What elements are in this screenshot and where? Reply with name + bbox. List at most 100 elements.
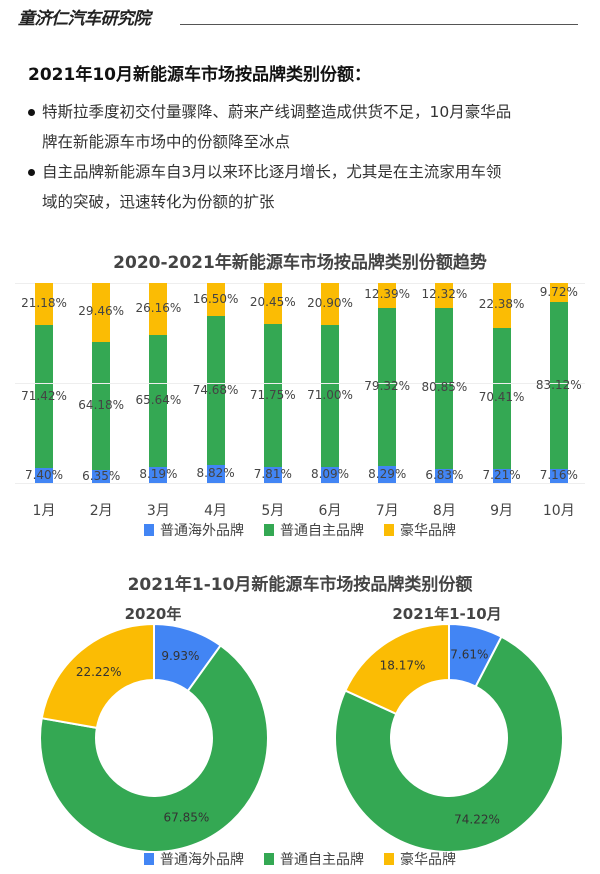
donut-chart-title: 2021年1-10月新能源车市场按品牌类别份额 <box>127 575 473 595</box>
bar-segment <box>149 283 168 336</box>
bar-segment <box>378 466 397 483</box>
data-label: 71.42% <box>21 388 67 403</box>
stacked-bar <box>35 283 53 483</box>
header-divider <box>180 24 578 25</box>
grid-line <box>15 283 585 284</box>
bar-segment <box>435 469 454 483</box>
stacked-bar <box>263 283 282 483</box>
bar-segment <box>321 324 339 467</box>
x-axis-label: 5月 <box>261 503 285 519</box>
data-label: 9.72% <box>539 284 578 299</box>
bullet-item: 自主品牌新能源车自3月以来环比逐月增长，尤其是在主流家用车领 域的突破，迅速转化… <box>28 157 588 217</box>
legend-swatch-icon <box>384 524 394 536</box>
bullet-item: 特斯拉季度初交付量骤降、蔚来产线调整造成供货不足，10月豪华品 牌在新能源车市场… <box>28 97 588 157</box>
data-label: 8.29% <box>368 466 407 481</box>
stacked-bar-chart: 7.40% 71.42% 21.18% 6.35% 64.18% 29.46% 8.19% 6… <box>0 283 600 484</box>
x-axis-label: 1月 <box>32 503 56 519</box>
data-label: 8.19% <box>139 466 178 481</box>
bar-segment <box>492 283 511 328</box>
data-label: 7.21% <box>482 467 521 482</box>
donut-chart-2020: 9.93% 67.85% 22.22% <box>39 622 269 853</box>
stacked-bar <box>549 283 568 483</box>
x-axis-label: 8月 <box>432 503 456 519</box>
data-label: 65.64% <box>135 392 182 407</box>
bar-segment <box>206 283 225 316</box>
stacked-bar <box>321 283 339 483</box>
donut-slice <box>344 622 450 716</box>
stacked-bar <box>149 283 168 483</box>
data-label: 16.50% <box>192 291 239 306</box>
bar-segment <box>149 335 168 467</box>
stacked-bar <box>92 283 111 483</box>
legend-item-luxury: 豪华品牌 <box>384 849 456 869</box>
bar-segment <box>435 307 454 470</box>
legend-swatch-icon <box>264 524 274 536</box>
data-label: 64.18% <box>78 398 125 413</box>
bar-chart-legend: 普通海外品牌 普通自主品牌 豪华品牌 <box>0 520 600 540</box>
bar-segment <box>321 466 339 483</box>
stacked-bar <box>492 283 511 483</box>
stacked-bar <box>435 283 454 483</box>
data-label: 79.32% <box>364 379 411 394</box>
legend-item-domestic: 普通自主品牌 <box>264 520 364 540</box>
grid-line <box>15 483 585 484</box>
legend-item-domestic: 普通自主品牌 <box>264 849 364 869</box>
bar-segment <box>35 283 53 326</box>
data-label: 8.82% <box>196 466 235 481</box>
data-label: 22.38% <box>478 297 525 312</box>
bar-segment <box>35 468 53 483</box>
legend-swatch-icon <box>384 853 394 865</box>
bullet-list: 特斯拉季度初交付量骤降、蔚来产线调整造成供货不足，10月豪华品 牌在新能源车市场… <box>28 97 588 217</box>
brand-logo-text: 童济仁汽车研究院 <box>18 9 151 29</box>
bar-segment <box>492 468 511 483</box>
stacked-bar <box>206 283 225 483</box>
donut-2021-title: 2021年1-10月 <box>392 605 502 623</box>
donut-label: 9.93% <box>161 649 199 663</box>
bar-segment <box>378 283 397 308</box>
bar-segment <box>92 470 111 483</box>
data-label: 7.40% <box>24 467 64 482</box>
legend-swatch-icon <box>264 853 274 865</box>
section-title: 2021年10月新能源车市场按品牌类别份额： <box>28 65 371 85</box>
donut-2020-title: 2020年 <box>124 605 182 623</box>
legend-item-luxury: 豪华品牌 <box>384 520 456 540</box>
bar-segment <box>92 341 111 471</box>
x-axis-label: 2月 <box>89 503 113 519</box>
donut-label: 7.61% <box>450 647 488 661</box>
bar-segment <box>435 283 454 308</box>
donut-label: 74.22% <box>454 812 500 826</box>
bar-segment <box>92 283 111 342</box>
data-label: 7.81% <box>253 467 292 482</box>
bar-segment <box>263 323 282 468</box>
data-label: 71.00% <box>307 387 353 402</box>
header: 童济仁汽车研究院 <box>18 4 578 29</box>
data-label: 6.83% <box>425 468 464 483</box>
data-label: 20.90% <box>307 295 353 310</box>
bar-segment <box>35 325 53 469</box>
data-label: 74.68% <box>192 382 239 397</box>
data-label: 26.16% <box>135 301 182 316</box>
legend-item-overseas: 普通海外品牌 <box>144 849 244 869</box>
donut-chart-legend: 普通海外品牌 普通自主品牌 豪华品牌 <box>0 849 600 869</box>
bar-segment <box>492 327 511 469</box>
bar-segment <box>321 283 339 325</box>
x-axis-label: 7月 <box>375 503 399 519</box>
donut-label: 67.85% <box>164 811 210 825</box>
bar-segment <box>549 283 568 303</box>
legend-swatch-icon <box>144 524 154 536</box>
x-axis-label: 3月 <box>146 503 170 519</box>
data-label: 70.41% <box>478 390 525 405</box>
donut-slice <box>39 644 269 853</box>
stacked-bar <box>378 283 397 483</box>
bar-segment <box>549 468 568 483</box>
x-axis-label: 6月 <box>318 503 342 519</box>
legend-item-overseas: 普通海外品牌 <box>144 520 244 540</box>
data-label: 8.09% <box>310 466 350 481</box>
data-label: 83.12% <box>535 377 582 392</box>
bar-segment <box>549 302 568 469</box>
donut-label: 22.22% <box>76 665 122 679</box>
bar-chart-title: 2020-2021年新能源车市场按品牌类别份额趋势 <box>113 253 487 273</box>
data-label: 80.85% <box>421 380 468 395</box>
data-label: 29.46% <box>78 304 125 319</box>
bar-segment <box>149 466 168 483</box>
